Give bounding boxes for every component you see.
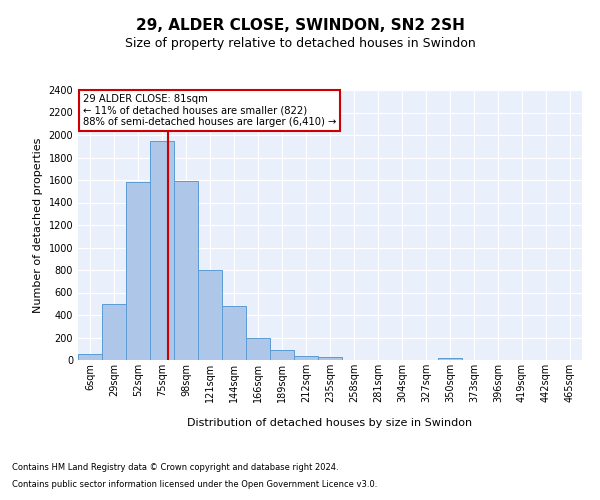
Bar (78, 354, 102, 360)
Bar (102, 304, 126, 360)
Bar (318, 357, 342, 360)
Text: 29 ALDER CLOSE: 81sqm
← 11% of detached houses are smaller (822)
88% of semi-det: 29 ALDER CLOSE: 81sqm ← 11% of detached … (83, 94, 337, 127)
Bar (150, 140, 174, 360)
Text: 29, ALDER CLOSE, SWINDON, SN2 2SH: 29, ALDER CLOSE, SWINDON, SN2 2SH (136, 18, 464, 32)
Text: Size of property relative to detached houses in Swindon: Size of property relative to detached ho… (125, 38, 475, 51)
Y-axis label: Number of detached properties: Number of detached properties (33, 138, 43, 312)
Text: Contains public sector information licensed under the Open Government Licence v3: Contains public sector information licen… (12, 480, 377, 489)
Bar (222, 306, 246, 360)
Bar (270, 350, 294, 360)
Bar (126, 182, 150, 360)
Text: Distribution of detached houses by size in Swindon: Distribution of detached houses by size … (187, 418, 473, 428)
Bar (198, 270, 222, 360)
Text: Contains HM Land Registry data © Crown copyright and database right 2024.: Contains HM Land Registry data © Crown c… (12, 462, 338, 471)
Bar (174, 181, 198, 360)
Bar (246, 338, 270, 360)
Bar (438, 358, 462, 360)
Bar (294, 356, 318, 360)
